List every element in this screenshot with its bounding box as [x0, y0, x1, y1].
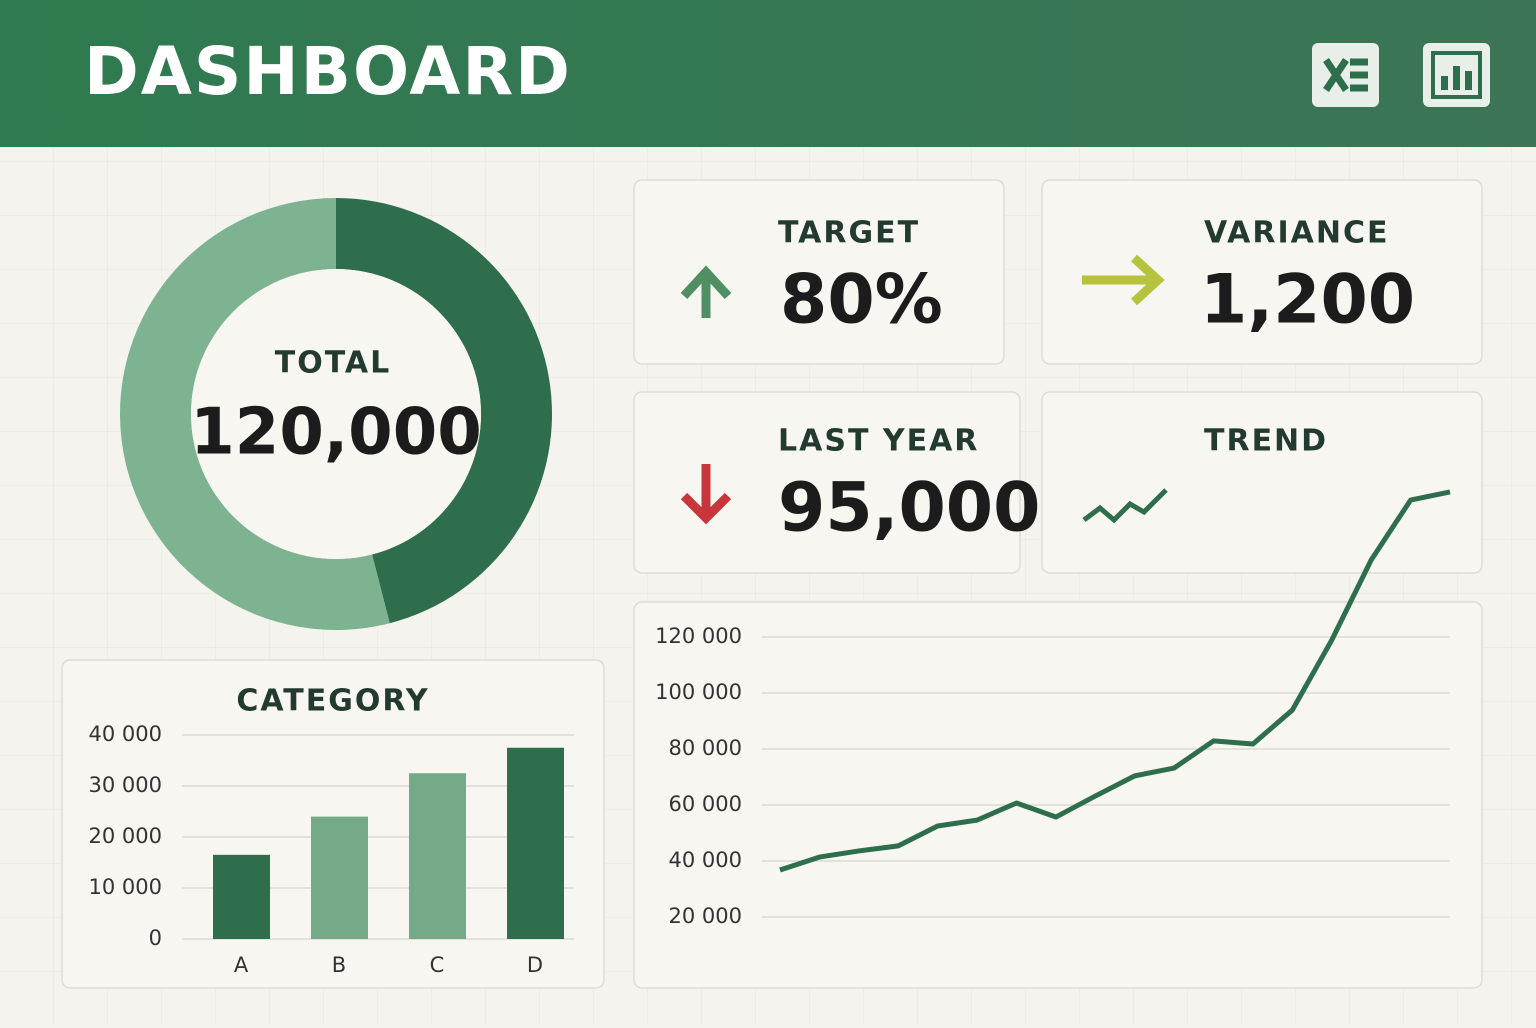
line: [779, 489, 1451, 873]
kpi-card: [1041, 179, 1483, 365]
kpi-card: [633, 391, 1021, 574]
y-tick-label: 20 000: [89, 824, 162, 848]
bar: [507, 747, 564, 939]
header-title: DASHBOARD: [84, 33, 572, 110]
y-tick-label: 80 000: [669, 736, 742, 760]
bar-title: CATEGORY: [236, 684, 429, 719]
bar: [213, 854, 270, 939]
kpi-label: VARIANCE: [1204, 216, 1390, 251]
donut-label: TOTAL: [275, 346, 391, 381]
x-tick-label: A: [234, 953, 249, 977]
donut-value: 120,000: [190, 396, 482, 470]
y-tick-label: 100 000: [655, 680, 742, 704]
donut-slice: [336, 198, 552, 624]
x-tick-label: C: [430, 953, 445, 977]
right-arrow: [1082, 254, 1165, 306]
kpi-card: [633, 179, 1005, 365]
header: [0, 0, 1536, 147]
donut-slice: [119, 198, 390, 631]
kpi-label: TREND: [1204, 424, 1328, 459]
bar: [311, 816, 368, 939]
y-tick-label: 10 000: [89, 875, 162, 899]
y-tick-label: 120 000: [655, 624, 742, 648]
y-tick-label: 0: [149, 926, 162, 950]
kpi-label: LAST YEAR: [778, 424, 979, 459]
kpi-value: 95,000: [778, 469, 1040, 548]
y-tick-label: 40 000: [89, 722, 162, 746]
kpi-label: TARGET: [778, 216, 920, 251]
x-tick-label: B: [332, 953, 346, 977]
donut-hole: [191, 269, 481, 559]
y-tick-label: 60 000: [669, 792, 742, 816]
excel-icon[interactable]: [1312, 43, 1379, 107]
kpi-value: 80%: [780, 261, 943, 340]
chart-icon[interactable]: [1423, 43, 1490, 107]
line-panel: [633, 601, 1483, 989]
y-tick-label: 20 000: [669, 904, 742, 928]
bar: [409, 773, 466, 939]
kpi-value: 1,200: [1200, 261, 1415, 340]
y-tick-label: 30 000: [89, 773, 162, 797]
kpi-card: [1041, 391, 1483, 574]
x-tick-label: D: [527, 953, 543, 977]
y-tick-label: 40 000: [669, 848, 742, 872]
sparkline-icon: [1082, 488, 1168, 524]
up-arrow: [680, 265, 732, 318]
down-arrow: [680, 464, 732, 525]
